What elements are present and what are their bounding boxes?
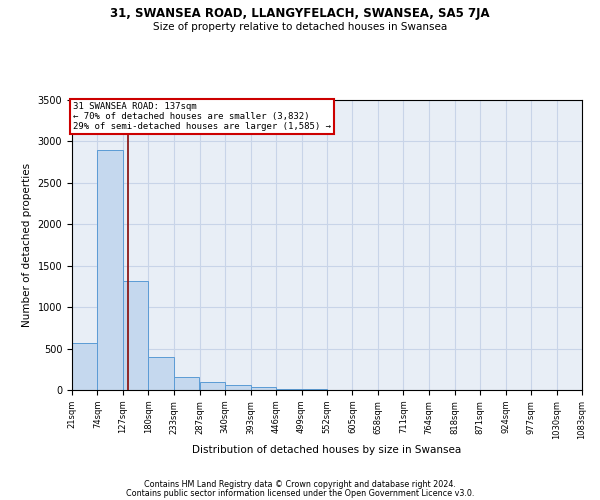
Bar [302,389,327,390]
Text: Distribution of detached houses by size in Swansea: Distribution of detached houses by size … [193,445,461,455]
Bar [276,388,302,390]
Bar [225,385,251,390]
Bar [123,282,148,390]
Text: 31 SWANSEA ROAD: 137sqm
← 70% of detached houses are smaller (3,832)
29% of semi: 31 SWANSEA ROAD: 137sqm ← 70% of detache… [73,102,331,132]
Text: Contains HM Land Registry data © Crown copyright and database right 2024.: Contains HM Land Registry data © Crown c… [144,480,456,489]
Bar [200,382,225,390]
Text: 31, SWANSEA ROAD, LLANGYFELACH, SWANSEA, SA5 7JA: 31, SWANSEA ROAD, LLANGYFELACH, SWANSEA,… [110,8,490,20]
Text: Contains public sector information licensed under the Open Government Licence v3: Contains public sector information licen… [126,488,474,498]
Bar [174,377,199,390]
Bar [97,150,123,390]
Bar [251,387,276,390]
Y-axis label: Number of detached properties: Number of detached properties [22,163,32,327]
Text: Size of property relative to detached houses in Swansea: Size of property relative to detached ho… [153,22,447,32]
Bar [72,343,97,390]
Bar [148,357,174,390]
